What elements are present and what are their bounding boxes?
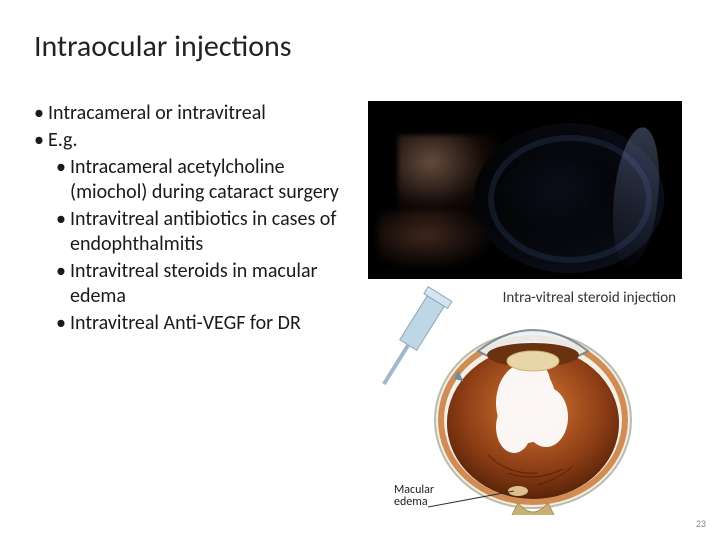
bullet-lvl2: Intravitreal Anti-VEGF for DR	[56, 311, 354, 336]
page-number: 23	[696, 517, 706, 530]
bullet-lvl1: E.g.	[34, 128, 354, 153]
bullet-lvl2: Intravitreal steroids in macular edema	[56, 259, 354, 309]
diagram-caption: Intra-vitreal steroid injection	[503, 289, 676, 307]
image-column: Intra-vitreal steroid injection	[368, 101, 682, 515]
slide-title: Intraocular injections	[34, 28, 686, 65]
bullet-lvl2: Intracameral acetylcholine (miochol) dur…	[56, 155, 354, 205]
bullet-lvl1: Intracameral or intravitreal	[34, 101, 354, 126]
text-column: Intracameral or intravitreal E.g. Intrac…	[34, 101, 354, 338]
macular-edema-label: Macular edema	[394, 484, 434, 509]
macular-label-line2: edema	[394, 495, 428, 509]
injection-diagram: Intra-vitreal steroid injection	[368, 285, 682, 515]
slide-container: Intraocular injections Intracameral or i…	[0, 0, 720, 540]
eye-cross-section-svg	[368, 285, 682, 515]
bullet-lvl2: Intravitreal antibiotics in cases of end…	[56, 207, 354, 257]
clinical-photo-eye	[368, 101, 682, 279]
content-row: Intracameral or intravitreal E.g. Intrac…	[34, 101, 686, 515]
